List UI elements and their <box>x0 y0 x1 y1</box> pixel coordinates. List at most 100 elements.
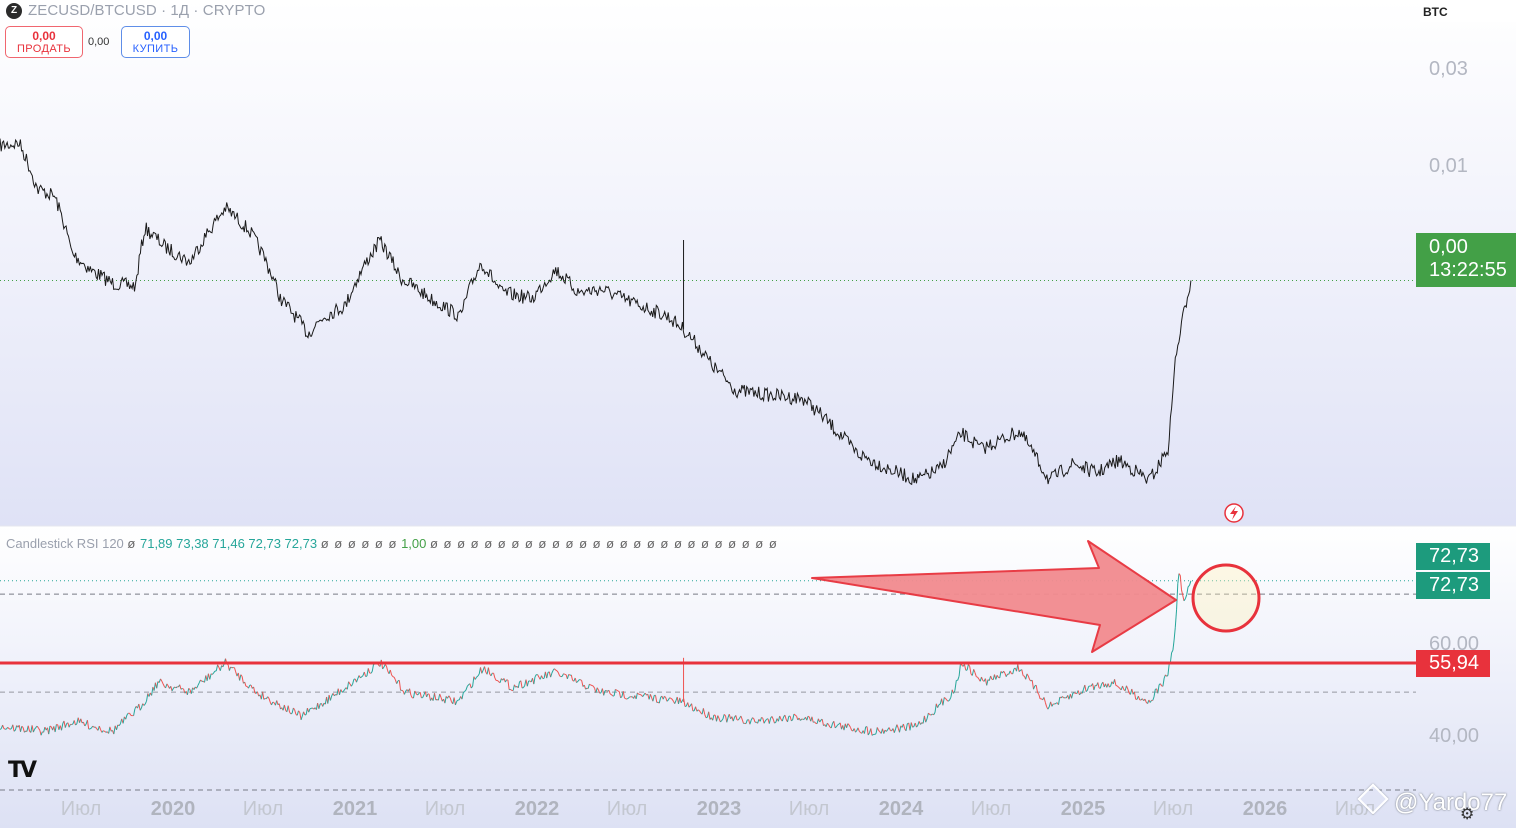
rsi-candle <box>1079 692 1082 696</box>
rsi-candle <box>950 689 953 698</box>
rsi-candle <box>0 728 2 730</box>
rsi-candle <box>38 727 41 731</box>
rsi-candle <box>595 687 598 693</box>
rsi-candle <box>585 687 588 690</box>
symbol-header[interactable]: Z ZECUSD/BTCUSD · 1Д · CRYPTO <box>6 2 265 19</box>
rsi-candle <box>1017 664 1020 672</box>
rsi-candle <box>1107 683 1110 688</box>
buy-button[interactable]: 0,00 КУПИТЬ <box>121 26 190 58</box>
rsi-candle <box>417 693 420 696</box>
rsi-candle <box>410 694 413 699</box>
rsi-candle <box>318 703 321 709</box>
rsi-candle <box>256 691 260 697</box>
rsi-candle <box>267 696 270 699</box>
rsi-candle <box>166 683 169 687</box>
rsi-candle <box>1177 573 1180 584</box>
rsi-candle <box>615 688 617 691</box>
rsi-candle <box>1044 702 1048 707</box>
rsi-candle <box>969 666 972 674</box>
price-axis-tick: 0,03 <box>1429 58 1468 80</box>
rsi-candle <box>618 691 622 698</box>
rsi-candle <box>126 712 129 716</box>
buy-label: КУПИТЬ <box>132 42 179 55</box>
rsi-candle <box>276 700 279 705</box>
rsi-candle <box>679 697 682 704</box>
rsi-candle <box>753 718 756 723</box>
rsi-candle <box>566 674 570 680</box>
rsi-candle <box>546 672 549 679</box>
rsi-pane[interactable] <box>0 526 1516 828</box>
rsi-candle <box>299 712 302 720</box>
rsi-candle <box>976 676 978 678</box>
rsi-candle <box>589 683 591 686</box>
rsi-candle <box>440 697 443 702</box>
rsi-candle <box>385 665 389 672</box>
rsi-candle <box>21 725 24 728</box>
rsi-legend[interactable]: Candlestick RSI 120 ø 71,89 73,38 71,46 … <box>6 536 778 551</box>
rsi-candle <box>925 718 928 723</box>
rsi-candle <box>1081 689 1084 694</box>
rsi-candle <box>557 672 561 676</box>
rsi-candle <box>497 680 500 683</box>
rsi-candle <box>902 723 906 729</box>
rsi-candle <box>487 667 491 675</box>
rsi-candle <box>914 722 917 728</box>
rsi-candle <box>534 674 537 678</box>
rsi-candle <box>926 712 929 719</box>
rsi-candle <box>735 715 738 721</box>
rsi-candle <box>596 687 599 691</box>
rsi-candle <box>765 718 768 722</box>
rsi-candle <box>942 697 945 706</box>
rsi-candle <box>1137 695 1141 701</box>
rsi-candle <box>1189 580 1192 586</box>
buy-price: 0,00 <box>143 28 168 43</box>
rsi-candle <box>398 680 402 691</box>
rsi-candle <box>888 727 891 731</box>
rsi-candle <box>628 696 631 699</box>
last-price-value: 0,00 <box>1429 236 1468 258</box>
rsi-candle <box>36 725 39 729</box>
rsi-candle <box>929 714 932 716</box>
rsi-candle <box>175 686 178 689</box>
time-axis-month-label: Июл <box>1152 798 1194 820</box>
rsi-candle <box>117 724 120 727</box>
rsi-candle <box>581 680 584 687</box>
rsi-candle <box>14 725 18 731</box>
rsi-level-tag: 55,94 <box>1416 650 1490 677</box>
rsi-candle <box>253 686 256 694</box>
rsi-candle <box>109 726 112 732</box>
price-pane[interactable] <box>0 0 1516 526</box>
rsi-candle <box>1084 684 1087 692</box>
rsi-candle <box>439 693 442 698</box>
rsi-candle <box>113 725 116 735</box>
rsi-candle <box>197 682 200 686</box>
rsi-candle <box>22 727 25 733</box>
rsi-candle <box>122 716 125 724</box>
rsi-candle <box>13 729 16 732</box>
rsi-candle <box>215 664 219 672</box>
rsi-candle <box>63 720 66 728</box>
rsi-candle <box>290 712 293 715</box>
rsi-candle <box>227 664 230 671</box>
spread-value: 0,00 <box>88 36 110 48</box>
rsi-candle <box>855 730 858 733</box>
tradingview-logo-icon[interactable]: TV <box>8 758 37 783</box>
rsi-candle <box>61 723 64 731</box>
rsi-candle <box>851 729 854 732</box>
rsi-candle <box>606 690 608 692</box>
gear-icon[interactable]: ⚙ <box>1460 806 1475 823</box>
rsi-candle <box>396 680 399 684</box>
currency-unit[interactable]: BTC <box>1420 0 1516 22</box>
sell-button[interactable]: 0,00 ПРОДАТЬ <box>5 26 83 58</box>
rsi-candle <box>98 725 102 730</box>
rsi-candle <box>876 727 880 731</box>
rsi-candle <box>986 679 989 686</box>
time-axis-month-label: Июл <box>970 798 1012 820</box>
rsi-candle <box>863 726 867 734</box>
rsi-candle <box>427 693 430 695</box>
rsi-candle <box>896 724 899 729</box>
time-axis[interactable]: Июл 2020 Июл 2021 Июл 2022 Июл 2023 Июл 2024 Июл 20… <box>0 798 1516 824</box>
rsi-candle <box>996 675 999 678</box>
